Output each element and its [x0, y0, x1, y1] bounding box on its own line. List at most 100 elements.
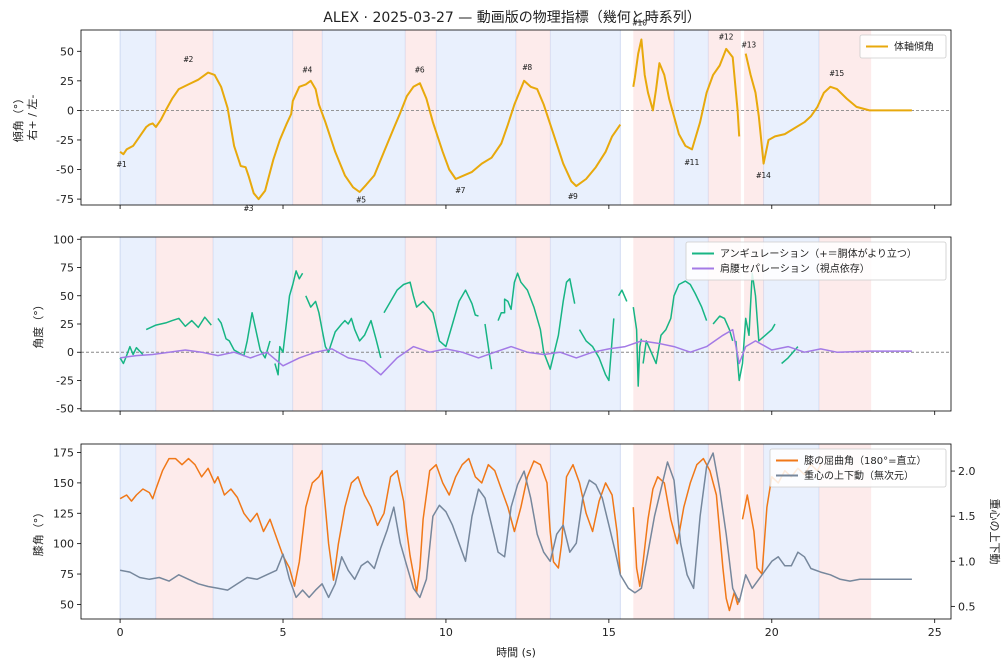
- y-tick-label: 0: [67, 104, 74, 117]
- legend-entry: 重心の上下動（無次元）: [804, 469, 914, 482]
- y-tick-label: 50: [60, 598, 74, 611]
- y-tick-label: -50: [56, 403, 74, 416]
- legend-box: [859, 34, 947, 59]
- plot-frame: [80, 443, 952, 620]
- phase-band-blue: [120, 237, 156, 411]
- y-right-tick-label: 2.0: [958, 465, 976, 478]
- phase-band-red: [516, 237, 551, 411]
- plot-frame: [80, 29, 952, 206]
- phase-band-blue: [212, 237, 293, 411]
- x-tick-label: 20: [765, 626, 779, 639]
- chart-title: ALEX · 2025-03-27 — 動画版の物理指標（幾何と時系列）: [323, 10, 700, 26]
- phase-band-red: [155, 237, 213, 411]
- y-tick-label: 0: [67, 346, 74, 359]
- legend-box: [769, 448, 947, 488]
- phase-band-red: [516, 444, 551, 619]
- segment-label: #9: [568, 192, 578, 201]
- y-right-tick-label: 0.5: [958, 600, 976, 613]
- phase-band-blue: [322, 237, 406, 411]
- legend-entry: 体軸傾角: [894, 40, 934, 53]
- y-axis-label: 膝角（°）: [32, 507, 45, 557]
- segment-label: #2: [184, 55, 194, 64]
- y-tick-label: -25: [56, 134, 74, 147]
- segment-label: #4: [303, 66, 313, 75]
- y-tick-label: -50: [56, 164, 74, 177]
- y-tick-label: 175: [53, 447, 74, 460]
- y-tick-label: 25: [60, 318, 74, 331]
- y-tick-label: 50: [60, 45, 74, 58]
- phase-band-blue: [674, 30, 709, 205]
- series-line-1-1: [119, 328, 912, 376]
- segment-label: #6: [415, 66, 425, 75]
- phase-band-red: [155, 444, 213, 619]
- y-tick-label: 25: [60, 75, 74, 88]
- phase-band-red: [819, 30, 872, 205]
- segment-label: #8: [523, 63, 533, 72]
- phase-band-red: [292, 30, 323, 205]
- series-line-0-0: [119, 38, 912, 201]
- segment-label: #1: [117, 160, 127, 169]
- segment-label: #13: [742, 41, 757, 50]
- y-right-tick-label: 1.0: [958, 555, 976, 568]
- segment-label: #14: [756, 171, 771, 180]
- phase-band-red: [292, 444, 323, 619]
- y-tick-label: -75: [56, 193, 74, 206]
- phase-band-blue: [120, 444, 156, 619]
- y-tick-label: 100: [53, 538, 74, 551]
- x-tick-label: 5: [280, 626, 287, 639]
- y-axis-label: 右+ / 左-: [25, 95, 39, 141]
- phase-band-red: [155, 30, 213, 205]
- legend-entry: 膝の屈曲角（180°=直立）: [804, 454, 926, 467]
- segment-label: #15: [830, 69, 845, 78]
- x-tick-label: 25: [928, 626, 942, 639]
- segment-label: #12: [719, 32, 734, 41]
- phase-band-red: [405, 237, 437, 411]
- y-right-tick-label: 1.5: [958, 510, 976, 523]
- y-tick-label: 125: [53, 507, 74, 520]
- phase-band-red: [633, 237, 675, 411]
- x-tick-label: 0: [117, 626, 124, 639]
- y-tick-label: 75: [60, 568, 74, 581]
- phase-band-red: [744, 237, 764, 411]
- phase-band-red: [516, 30, 551, 205]
- phase-band-red: [292, 237, 323, 411]
- phase-band-red: [744, 30, 764, 205]
- legend-entry: アンギュレーション（+＝胴体がより立つ）: [720, 247, 917, 260]
- angles-panel: -50 -25 0 25 50 75 100 角度（°） アンギュレーション（+＝胴体がより立つ…: [31, 233, 952, 416]
- phase-bands: [119, 30, 872, 205]
- legend: 体軸傾角: [859, 34, 947, 59]
- phase-band-blue: [550, 30, 621, 205]
- x-axis-label: 時間 (s): [496, 646, 536, 659]
- segment-label: #11: [685, 158, 700, 167]
- phase-band-blue: [322, 30, 406, 205]
- x-tick-label: 10: [439, 626, 453, 639]
- phase-band-blue: [436, 444, 516, 619]
- phase-band-blue: [436, 237, 516, 411]
- legend: アンギュレーション（+＝胴体がより立つ） 肩腰セパレーション（視点依存）: [685, 241, 947, 281]
- segment-label: #10: [633, 18, 648, 27]
- phase-band-blue: [212, 30, 293, 205]
- y-tick-label: -25: [56, 374, 74, 387]
- y-tick-label: 100: [53, 233, 74, 246]
- y-tick-label: 150: [53, 477, 74, 490]
- y-tick-label: 50: [60, 290, 74, 303]
- phase-band-blue: [550, 237, 621, 411]
- phase-band-red: [708, 444, 741, 619]
- y-axis-label: 傾角（°）: [11, 93, 25, 143]
- phase-band-blue: [212, 444, 293, 619]
- segment-label: #5: [356, 196, 366, 205]
- x-tick-label: 15: [602, 626, 616, 639]
- knee-com-panel: 0 5 10 15 20 25 50 75 100 125 150 175 0.5 1.0 1.5 2.0 膝角…: [32, 443, 1002, 639]
- phase-band-blue: [322, 444, 406, 619]
- tilt-panel: #1 #2 #3 #4 #5 #6 #7 #8 #9 #10 #11 #12 #13 #14 #15 -75 -…: [11, 18, 952, 213]
- segment-label: #7: [456, 186, 466, 195]
- phase-band-red: [708, 30, 741, 205]
- phase-band-blue: [120, 30, 156, 205]
- phase-bands: [119, 444, 872, 619]
- y-right-axis-label: 重心の上下動: [988, 499, 1002, 565]
- y-axis-label: 角度（°）: [31, 299, 45, 349]
- phase-band-blue: [436, 30, 516, 205]
- phase-band-red: [633, 444, 675, 619]
- series-line-2-1: [119, 452, 912, 603]
